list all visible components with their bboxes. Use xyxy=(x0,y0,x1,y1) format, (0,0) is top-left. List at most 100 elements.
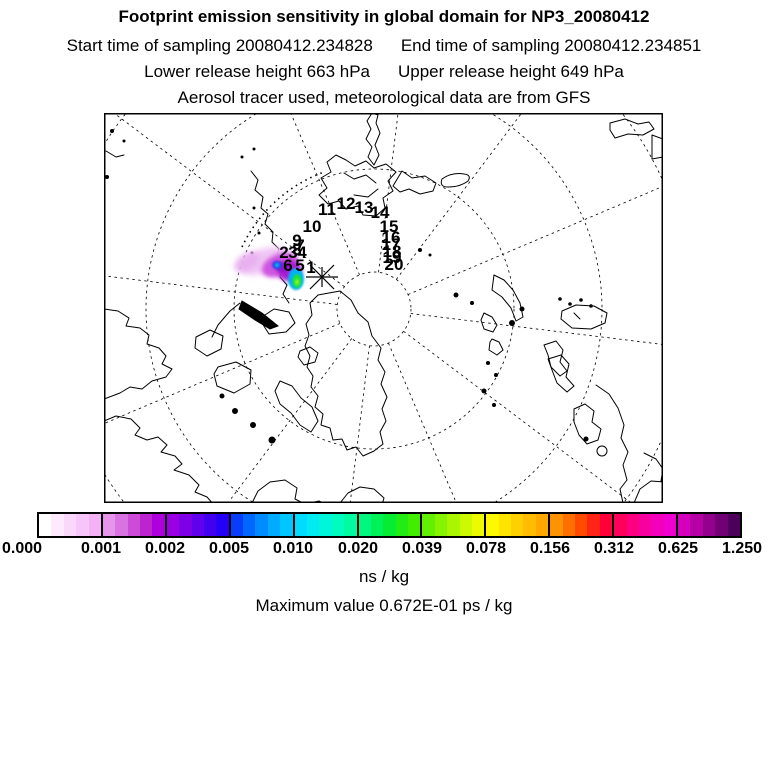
colorbar-cell xyxy=(166,514,180,536)
colorbar-tick-0.000: 0.000 xyxy=(1,540,43,557)
colorbar-cell xyxy=(344,514,357,536)
tracer-line: Aerosol tracer used, meteorological data… xyxy=(177,88,591,107)
meridian-line xyxy=(227,338,353,503)
latitude-circle xyxy=(104,113,663,503)
trajectory-label-6: 6 xyxy=(283,256,292,275)
meridian-line xyxy=(403,330,633,503)
colorbar-cell xyxy=(471,514,485,536)
latitude-circle xyxy=(104,113,663,503)
colorbar-block-4 xyxy=(292,514,357,536)
colorbar-cell xyxy=(678,514,691,536)
colorbar-tick-0.001: 0.001 xyxy=(80,540,122,557)
colorbar-cell xyxy=(331,514,345,536)
colorbar-cell xyxy=(626,514,639,536)
trajectory-label-18: 18 xyxy=(383,242,402,261)
colorbar-tick-0.039: 0.039 xyxy=(401,540,443,557)
trajectory-label-9: 9 xyxy=(292,231,301,250)
colorbar-cell xyxy=(127,514,141,536)
trajectory-label-8: 8 xyxy=(292,240,301,259)
end-time-text: End time of sampling 20080412.234851 xyxy=(400,36,702,55)
plume-cyan-dot xyxy=(275,263,279,267)
colorbar-cell xyxy=(280,514,293,536)
colorbar-cell xyxy=(76,514,89,536)
colorbar-cell xyxy=(663,514,677,536)
colorbar-cell xyxy=(422,514,435,536)
colorbar-tick-1.250: 1.250 xyxy=(721,540,763,557)
release-heights-line: Lower release height 663 hPa Upper releas… xyxy=(0,62,768,82)
colorbar-block-2 xyxy=(164,514,229,536)
colorbar-cell xyxy=(51,514,64,536)
colorbar-cell xyxy=(638,514,652,536)
trajectory-label-10: 10 xyxy=(303,217,322,236)
colorbar-cell xyxy=(550,514,563,536)
colorbar-units: ns / kg xyxy=(358,567,410,586)
upper-release-text: Upper release height 649 hPa xyxy=(398,62,624,81)
plume-bright-center xyxy=(295,279,299,285)
colorbar-cell xyxy=(486,514,499,536)
trajectory-label-1: 1 xyxy=(306,258,315,277)
colorbar-ticks: 0.000 0.001 0.002 0.005 0.010 0.020 0.039 0.078… xyxy=(0,540,768,558)
meridian-line xyxy=(407,185,663,295)
meridian-line xyxy=(388,342,457,503)
colorbar-block-5 xyxy=(356,514,421,536)
colorbar-tick-0.625: 0.625 xyxy=(657,540,699,557)
latitude-circle xyxy=(233,168,515,450)
colorbar-block-8 xyxy=(548,514,613,536)
colorbar-block-0 xyxy=(39,514,101,536)
colorbar-cell xyxy=(395,514,409,536)
colorbar-cell xyxy=(152,514,165,536)
colorbar-cell xyxy=(383,514,396,536)
meridian-line xyxy=(349,345,370,503)
colorbar-cell xyxy=(408,514,421,536)
colorbar-cell xyxy=(575,514,588,536)
colorbar-cell xyxy=(267,514,281,536)
latitude-circle xyxy=(336,271,412,347)
colorbar-cell xyxy=(447,514,460,536)
colorbar-cell xyxy=(191,514,204,536)
colorbar-cell xyxy=(690,514,703,536)
emission-plume xyxy=(234,247,304,290)
trajectory-label-15: 15 xyxy=(380,217,399,236)
meridian-line xyxy=(290,113,360,276)
latitude-circle xyxy=(145,113,603,503)
trajectory-label-3: 3 xyxy=(288,243,297,262)
graticule-grid xyxy=(104,113,663,503)
colorbar-cell xyxy=(294,514,307,536)
page-title: Footprint emission sensitivity in global… xyxy=(118,7,650,26)
colorbar-cell xyxy=(243,514,256,536)
meridian-line xyxy=(104,323,341,425)
map-border xyxy=(104,113,663,503)
colorbar-block-6 xyxy=(420,514,485,536)
trajectory-label-13: 13 xyxy=(355,198,374,217)
colorbar-cell xyxy=(599,514,613,536)
meridian-line xyxy=(113,113,345,288)
plume-haze-arm xyxy=(234,252,260,272)
release-point-star-icon xyxy=(306,264,338,290)
colorbar-cell xyxy=(39,514,52,536)
colorbar-cell xyxy=(702,514,716,536)
colorbar-cell xyxy=(230,514,244,536)
colorbar-cell xyxy=(140,514,153,536)
max-value-line: Maximum value 0.672E-01 ps / kg xyxy=(255,596,513,615)
colorbar-cell xyxy=(459,514,472,536)
colorbar-tick-0.002: 0.002 xyxy=(144,540,186,557)
colorbar-cell xyxy=(535,514,549,536)
coastlines xyxy=(104,113,663,503)
colorbar-cell xyxy=(102,514,116,536)
colorbar-cell xyxy=(63,514,77,536)
colorbar xyxy=(37,512,742,538)
colorbar-cell xyxy=(88,514,101,536)
trajectory-label-4: 4 xyxy=(297,243,307,262)
colorbar-block-7 xyxy=(484,514,549,536)
colorbar-cell xyxy=(614,514,627,536)
colorbar-cell xyxy=(307,514,320,536)
trajectory-label-12: 12 xyxy=(337,194,356,213)
latitude-circle xyxy=(104,113,663,503)
colorbar-cell xyxy=(370,514,384,536)
colorbar-cell xyxy=(511,514,524,536)
lower-release-text: Lower release height 663 hPa xyxy=(144,62,370,81)
trajectory-label-14: 14 xyxy=(371,203,390,222)
colorbar-cell xyxy=(216,514,229,536)
